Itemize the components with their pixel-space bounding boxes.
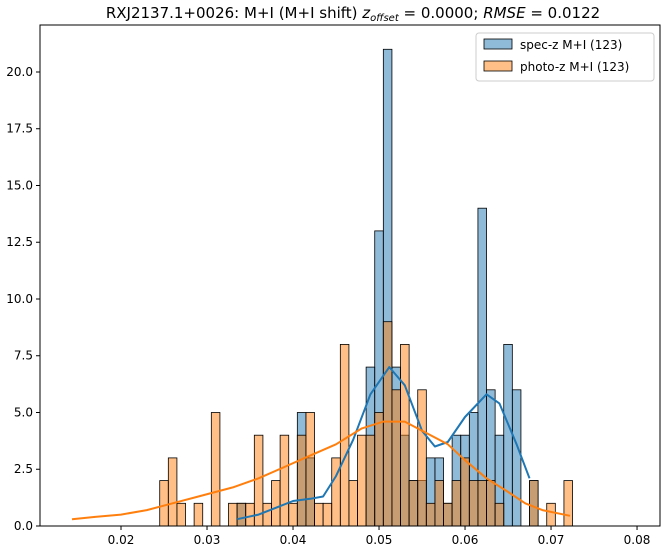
bar-photo-z-36 <box>468 480 479 527</box>
bar-photo-z-8 <box>228 502 238 527</box>
bar-photo-z-24 <box>365 434 376 527</box>
bar-photo-z-26 <box>382 321 393 527</box>
bar-photo-z-39 <box>494 502 505 527</box>
bar-photo-z-4 <box>193 502 204 527</box>
legend: spec-z M+I (123) photo-z M+I (123) <box>475 32 655 82</box>
bar-photo-z-43 <box>529 480 539 527</box>
plot-frame <box>39 24 661 527</box>
bar-photo-z-21 <box>339 343 350 527</box>
bar-spec-z-41 <box>511 389 522 527</box>
x-tick-label: 0.02 <box>108 533 135 547</box>
x-tick-label: 0.07 <box>538 533 565 547</box>
bar-photo-z-38 <box>486 480 496 527</box>
bar-photo-z-1 <box>167 457 178 527</box>
y-tick-label: 17.5 <box>6 122 33 136</box>
x-tick-label: 0.03 <box>194 533 221 547</box>
bar-photo-z-28 <box>400 343 410 527</box>
legend-label-photo-z: photo-z M+I (123) <box>520 60 629 74</box>
legend-label-spec-z: spec-z M+I (123) <box>520 38 622 52</box>
legend-box <box>475 32 655 82</box>
x-tick-label: 0.08 <box>624 533 651 547</box>
bar-photo-z-10 <box>245 502 255 527</box>
kde-line-spec-z <box>236 366 531 521</box>
bar-photo-z-30 <box>417 389 427 527</box>
bar-photo-z-32 <box>434 480 444 527</box>
bar-photo-z-0 <box>159 480 169 527</box>
bar-photo-z-12 <box>262 502 272 527</box>
bar-photo-z-19 <box>322 502 333 527</box>
y-tick-label: 15.0 <box>6 178 33 192</box>
y-tick-label: 5.0 <box>14 405 33 419</box>
y-tick-label: 20.0 <box>6 65 33 79</box>
bar-photo-z-9 <box>236 502 247 527</box>
bar-photo-z-34 <box>451 480 462 527</box>
bar-photo-z-27 <box>391 389 401 527</box>
bar-photo-z-45 <box>546 502 556 527</box>
bar-photo-z-37 <box>477 480 487 527</box>
axes: 0.02 0.03 0.04 0.05 0.06 0.07 0.08 0.0 2.5 5.0 7.5… <box>6 65 650 547</box>
y-tick-label: 12.5 <box>6 235 33 249</box>
bar-photo-z-6 <box>210 412 221 527</box>
x-tick-label: 0.04 <box>280 533 307 547</box>
bars-layer <box>159 48 573 527</box>
kde-layer <box>71 366 571 521</box>
legend-swatch-spec-z <box>483 38 513 50</box>
bar-photo-z-29 <box>408 480 419 527</box>
kde-line-photo-z <box>71 420 571 521</box>
bar-photo-z-13 <box>271 480 281 527</box>
bar-photo-z-23 <box>357 434 367 527</box>
bar-photo-z-33 <box>443 502 453 527</box>
y-tick-label: 2.5 <box>14 462 33 476</box>
bar-photo-z-22 <box>348 480 358 527</box>
bar-photo-z-14 <box>279 434 290 527</box>
bar-photo-z-25 <box>374 412 384 527</box>
bar-photo-z-2 <box>176 502 186 527</box>
x-tick-label: 0.05 <box>366 533 393 547</box>
bar-photo-z-35 <box>460 457 470 527</box>
y-tick-label: 0.0 <box>14 519 33 533</box>
y-tick-label: 7.5 <box>14 349 33 363</box>
y-tick-label: 10.0 <box>6 292 33 306</box>
legend-swatch-photo-z <box>483 60 513 72</box>
bar-photo-z-31 <box>425 502 436 527</box>
bar-photo-z-16 <box>296 434 307 527</box>
bar-photo-z-15 <box>288 502 298 527</box>
bar-spec-z-40 <box>503 343 513 527</box>
bar-photo-z-47 <box>563 480 573 527</box>
chart-title: RXJ2137.1+0026: M+I (M+I shift) zoffset … <box>106 4 600 24</box>
bar-photo-z-18 <box>314 502 324 527</box>
bar-photo-z-17 <box>305 412 315 527</box>
x-tick-label: 0.06 <box>452 533 479 547</box>
